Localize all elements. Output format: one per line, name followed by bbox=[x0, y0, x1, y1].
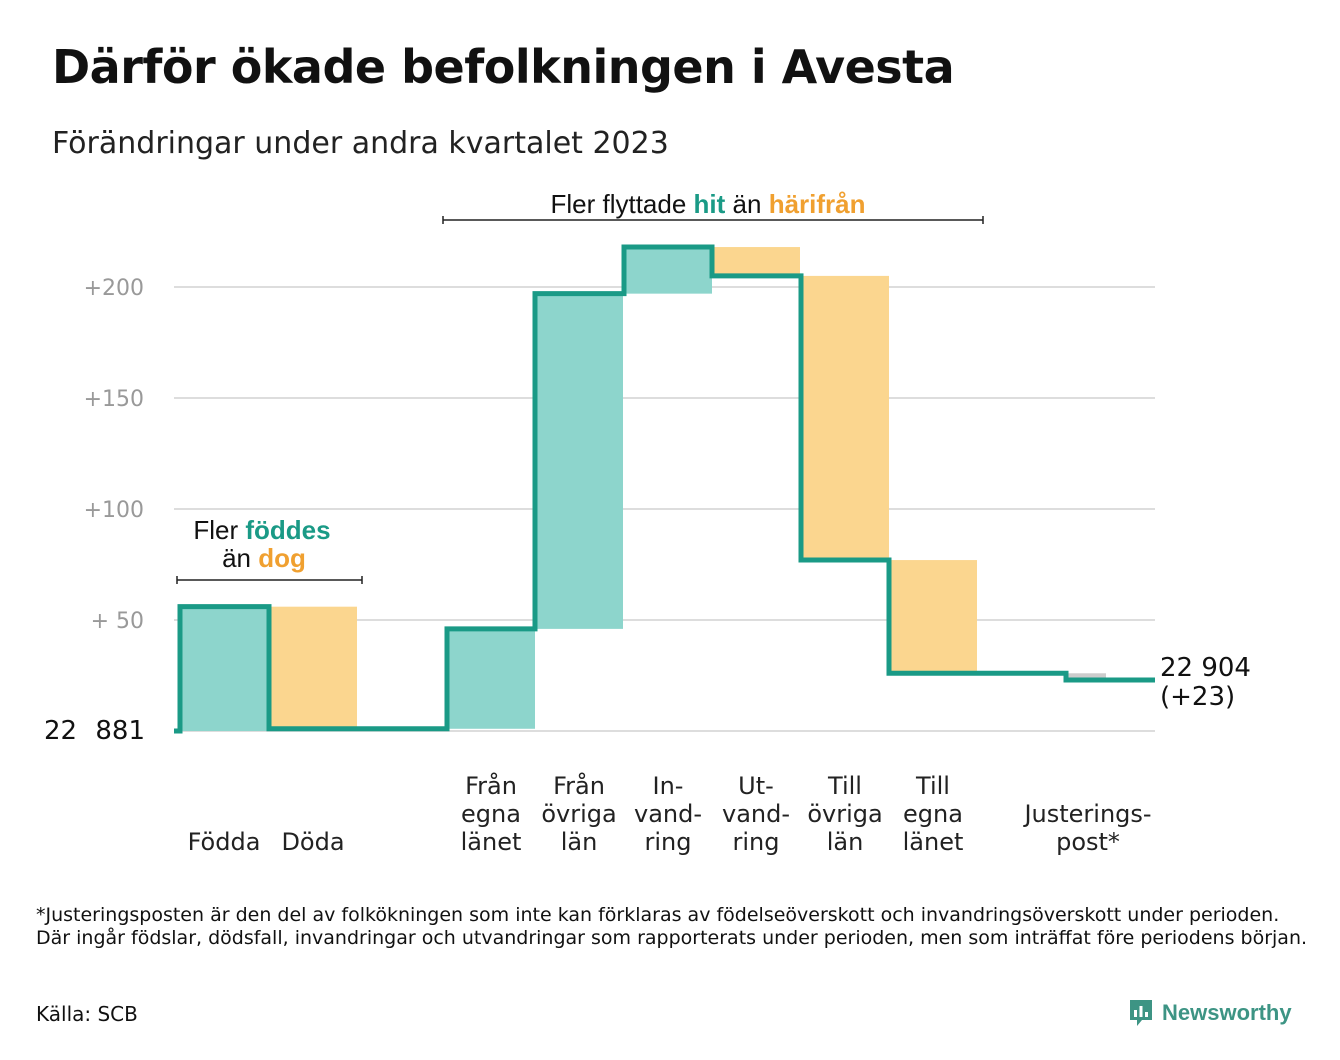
step-line-layer bbox=[174, 244, 1155, 734]
end-value-label: 22 904 bbox=[1160, 653, 1251, 683]
category-label: ring bbox=[645, 828, 692, 856]
births-annotation-plain: Fler bbox=[193, 515, 245, 545]
bar bbox=[624, 247, 712, 294]
bar bbox=[801, 275, 889, 561]
category-label: Från bbox=[553, 771, 605, 800]
bar-layer bbox=[180, 247, 1106, 731]
category-label: egna bbox=[461, 800, 521, 828]
migration-annotation: Fler flyttade hit än härifrån bbox=[550, 189, 865, 219]
births-annotation-line2: än dog bbox=[222, 543, 306, 573]
start-value-label: 22 881 bbox=[44, 716, 145, 746]
category-label: länet bbox=[461, 828, 522, 856]
bar bbox=[889, 560, 977, 674]
chart-subtitle: Förändringar under andra kvartalet 2023 bbox=[52, 126, 669, 161]
bar bbox=[1066, 673, 1106, 680]
births-bracket bbox=[176, 576, 363, 584]
migration-bracket bbox=[442, 216, 984, 224]
category-label: In- bbox=[653, 772, 684, 800]
step-line bbox=[174, 244, 1155, 734]
y-tick-label: + 50 bbox=[91, 609, 144, 634]
category-label: ring bbox=[733, 828, 780, 856]
births-annotation-colored: föddes bbox=[245, 515, 330, 545]
births-annotation-colored: dog bbox=[258, 543, 306, 573]
category-label: vand- bbox=[722, 800, 790, 828]
migration-annotation-colored: hit bbox=[694, 189, 726, 219]
brand: Newsworthy bbox=[1128, 998, 1292, 1028]
end-change-label: (+23) bbox=[1160, 682, 1235, 712]
category-label: egna bbox=[903, 800, 963, 828]
category-label: Justerings- bbox=[1022, 800, 1151, 828]
newsworthy-logo-icon bbox=[1130, 1000, 1152, 1026]
bar bbox=[447, 628, 535, 729]
bar bbox=[535, 293, 623, 629]
migration-annotation-colored: härifrån bbox=[769, 189, 866, 219]
category-label: län bbox=[827, 828, 864, 856]
source-note: Källa: SCB bbox=[36, 1002, 138, 1026]
category-label: länet bbox=[903, 828, 964, 856]
migration-annotation-plain: Fler flyttade bbox=[550, 189, 693, 219]
y-tick-label: +200 bbox=[84, 276, 144, 301]
category-label: övriga bbox=[541, 800, 616, 828]
category-label: övriga bbox=[807, 800, 882, 828]
migration-annotation-plain: än bbox=[725, 189, 768, 219]
chart-title: Därför ökade befolkningen i Avesta bbox=[52, 40, 955, 94]
births-annotation-plain: än bbox=[222, 543, 258, 573]
category-label: post* bbox=[1056, 828, 1120, 856]
y-tick-label: +150 bbox=[84, 387, 144, 412]
category-label: län bbox=[561, 828, 598, 856]
category-label: vand- bbox=[634, 800, 702, 828]
category-label: Födda bbox=[188, 828, 261, 856]
footnote: *Justeringsposten är den del av folkökni… bbox=[36, 904, 1308, 949]
bar bbox=[269, 606, 357, 729]
category-label: Från bbox=[465, 771, 517, 800]
category-label: Till bbox=[827, 772, 862, 800]
category-label: Till bbox=[915, 772, 950, 800]
category-label: Ut- bbox=[738, 772, 774, 800]
births-annotation-line1: Fler föddes bbox=[193, 515, 330, 545]
bar bbox=[180, 606, 268, 731]
y-tick-label: +100 bbox=[84, 498, 144, 523]
category-label: Döda bbox=[281, 828, 344, 856]
bar bbox=[712, 247, 800, 276]
brand-name: Newsworthy bbox=[1162, 1000, 1292, 1025]
